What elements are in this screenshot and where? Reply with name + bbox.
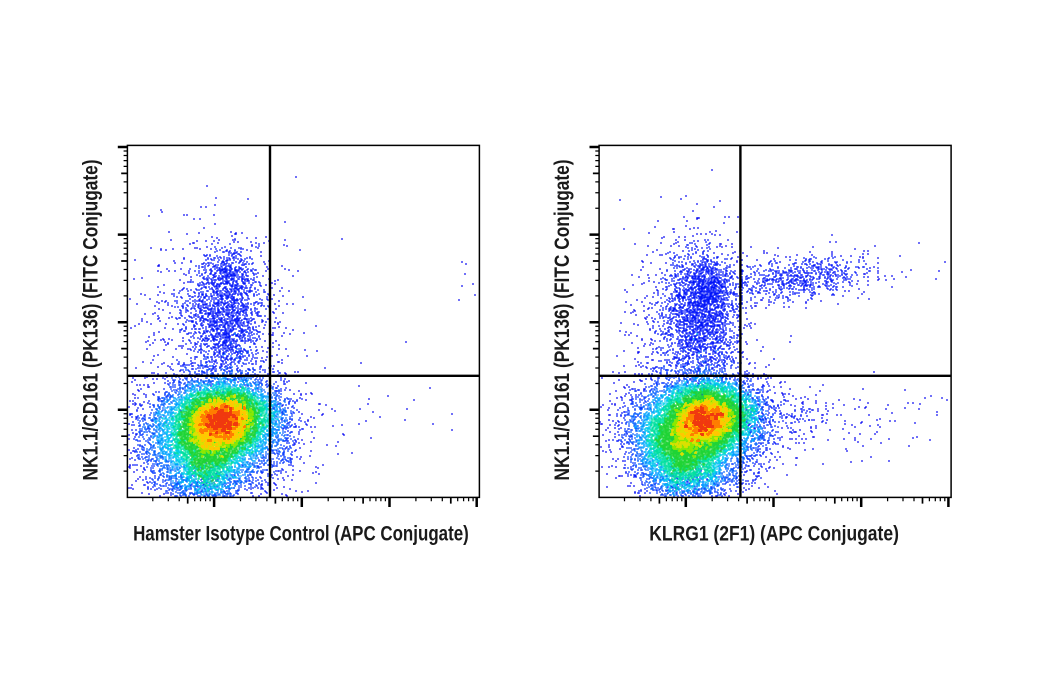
svg-text:NK1.1/CD161 (PK136) (FITC Conj: NK1.1/CD161 (PK136) (FITC Conjugate) [552, 159, 575, 480]
svg-text:Hamster Isotype Control (APC C: Hamster Isotype Control (APC Conjugate) [133, 523, 469, 546]
svg-text:KLRG1 (2F1) (APC Conjugate): KLRG1 (2F1) (APC Conjugate) [649, 523, 899, 546]
svg-text:NK1.1/CD161 (PK136) (FITC Conj: NK1.1/CD161 (PK136) (FITC Conjugate) [80, 159, 103, 480]
